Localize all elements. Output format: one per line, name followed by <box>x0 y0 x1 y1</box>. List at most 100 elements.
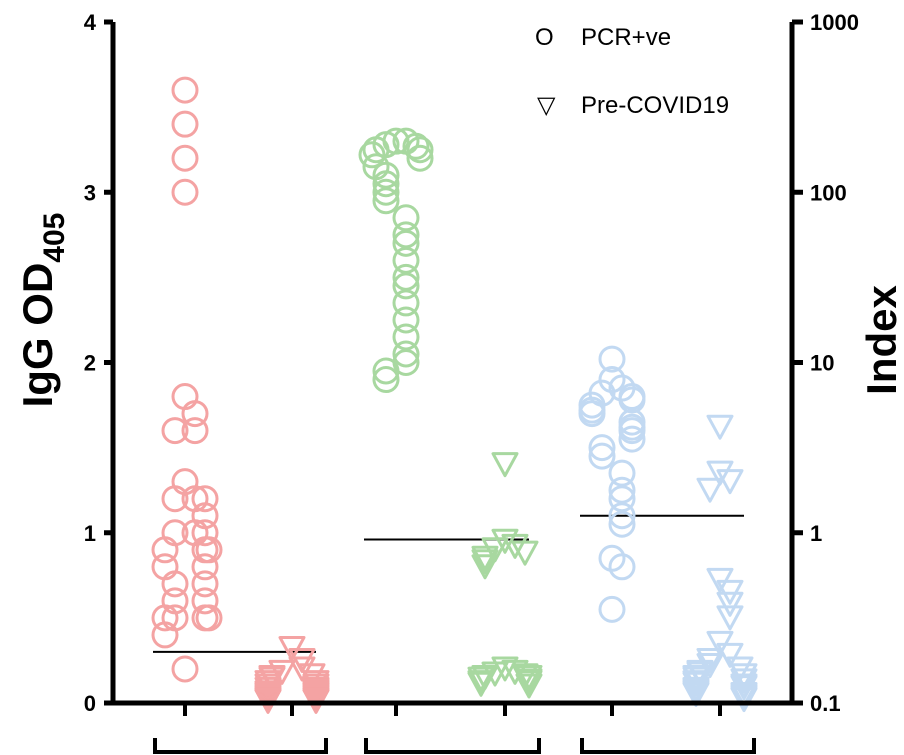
data-point-circle <box>161 417 189 445</box>
data-point-triangle <box>467 666 495 692</box>
data-point-triangle <box>716 605 744 631</box>
data-point-circle <box>372 366 400 394</box>
data-point-triangle <box>716 469 744 495</box>
data-point-circle <box>372 178 400 206</box>
group-bracket-2 <box>364 738 541 754</box>
legend: O PCR+ve ▽ Pre-COVID19 <box>535 24 729 119</box>
data-point-circle <box>392 263 420 291</box>
data-point-circle <box>392 204 420 232</box>
axes <box>110 22 795 706</box>
data-point-circle <box>392 289 420 317</box>
data-point-circle <box>161 485 189 513</box>
data-point-triangle <box>511 540 539 566</box>
data-point-circle <box>588 434 616 462</box>
data-point-triangle <box>491 452 519 478</box>
data-point-triangle <box>716 591 744 617</box>
data-point-circle <box>191 587 219 615</box>
data-point-circle <box>181 400 209 428</box>
data-point-triangle <box>501 533 529 559</box>
legend-precovid-label: Pre-COVID19 <box>581 92 729 119</box>
right-y-axis-title: Index <box>858 285 904 395</box>
data-point-circle <box>608 485 636 513</box>
data-point-circle <box>372 187 400 215</box>
data-point-circle <box>618 386 646 414</box>
data-point-triangle <box>706 414 734 440</box>
data-point-triangle <box>288 647 316 673</box>
left-y-tick-label: 4 <box>84 10 97 35</box>
data-point-triangle <box>471 545 499 571</box>
data-point-circle <box>598 345 626 373</box>
data-point-circle <box>171 110 199 138</box>
legend-precovid-symbol: ▽ <box>537 92 556 119</box>
data-point-triangle <box>471 549 499 575</box>
data-point-circle <box>608 502 636 530</box>
data-point-triangle <box>682 681 710 707</box>
axis-ticks: 0 1 2 3 4 0.1 1 10 100 1000 <box>84 10 859 716</box>
data-point-circle <box>161 570 189 598</box>
data-point-circle <box>191 485 219 513</box>
data-point-circle <box>608 476 636 504</box>
left-y-tick-label: 1 <box>84 521 96 546</box>
data-point-triangle <box>471 554 499 580</box>
data-point-circle <box>618 417 646 445</box>
data-point-circle <box>608 510 636 538</box>
left-y-axis-title: IgG OD405 <box>14 213 71 408</box>
data-point-circle <box>578 400 606 428</box>
data-point-circle <box>372 170 400 198</box>
data-point-circle <box>171 76 199 104</box>
data-point-circle <box>151 536 179 564</box>
left-y-tick-label: 3 <box>84 180 96 205</box>
legend-pcr-label: PCR+ve <box>581 24 671 51</box>
right-y-tick-label: 1000 <box>810 10 859 35</box>
data-point-circle <box>392 306 420 334</box>
data-point-triangle <box>696 477 724 503</box>
right-y-tick-label: 1 <box>810 521 822 546</box>
data-point-circle <box>608 553 636 581</box>
data-point-circle <box>406 136 434 164</box>
data-point-circle <box>392 272 420 300</box>
data-point-circle <box>402 132 430 160</box>
left-y-tick-label: 0 <box>84 691 96 716</box>
right-y-tick-label: 100 <box>810 180 847 205</box>
data-point-triangle <box>491 656 519 682</box>
data-point-triangle <box>515 673 543 699</box>
cutoff-lines <box>153 514 744 653</box>
group-bracket-3 <box>580 738 756 754</box>
left-y-tick-label: 2 <box>84 351 96 376</box>
data-point-circle <box>151 604 179 632</box>
data-point-circle <box>392 221 420 249</box>
data-point-circle <box>151 621 179 649</box>
left-y-axis-title-main: IgG OD <box>14 263 61 408</box>
data-point-circle <box>392 340 420 368</box>
data-point-triangle <box>730 687 758 713</box>
data-point-circle <box>191 570 219 598</box>
data-point-circle <box>598 595 626 623</box>
data-point-circle <box>195 604 223 632</box>
data-point-triangle <box>706 460 734 486</box>
data-point-triangle <box>716 642 744 668</box>
data-point-circle <box>392 229 420 257</box>
right-y-tick-label: 0.1 <box>810 691 841 716</box>
data-point-circle <box>171 178 199 206</box>
data-point-circle <box>362 136 390 164</box>
data-point-circle <box>191 519 219 547</box>
data-point-circle <box>358 141 386 169</box>
data-point-circle <box>191 553 219 581</box>
data-point-triangle <box>491 528 519 554</box>
data-point-triangle <box>467 671 495 697</box>
legend-pcr-symbol: O <box>535 24 554 51</box>
data-point-circle <box>392 323 420 351</box>
data-point-circle <box>372 161 400 189</box>
data-point-circle <box>588 442 616 470</box>
data-point-circle <box>608 459 636 487</box>
data-point-triangle <box>730 668 758 694</box>
data-points <box>151 76 758 714</box>
data-point-circle <box>181 417 209 445</box>
right-y-tick-label: 10 <box>810 351 834 376</box>
data-point-circle <box>171 144 199 172</box>
data-point-circle <box>195 536 223 564</box>
data-point-triangle <box>515 670 543 696</box>
group-brackets <box>153 738 756 754</box>
data-point-triangle <box>515 664 543 690</box>
